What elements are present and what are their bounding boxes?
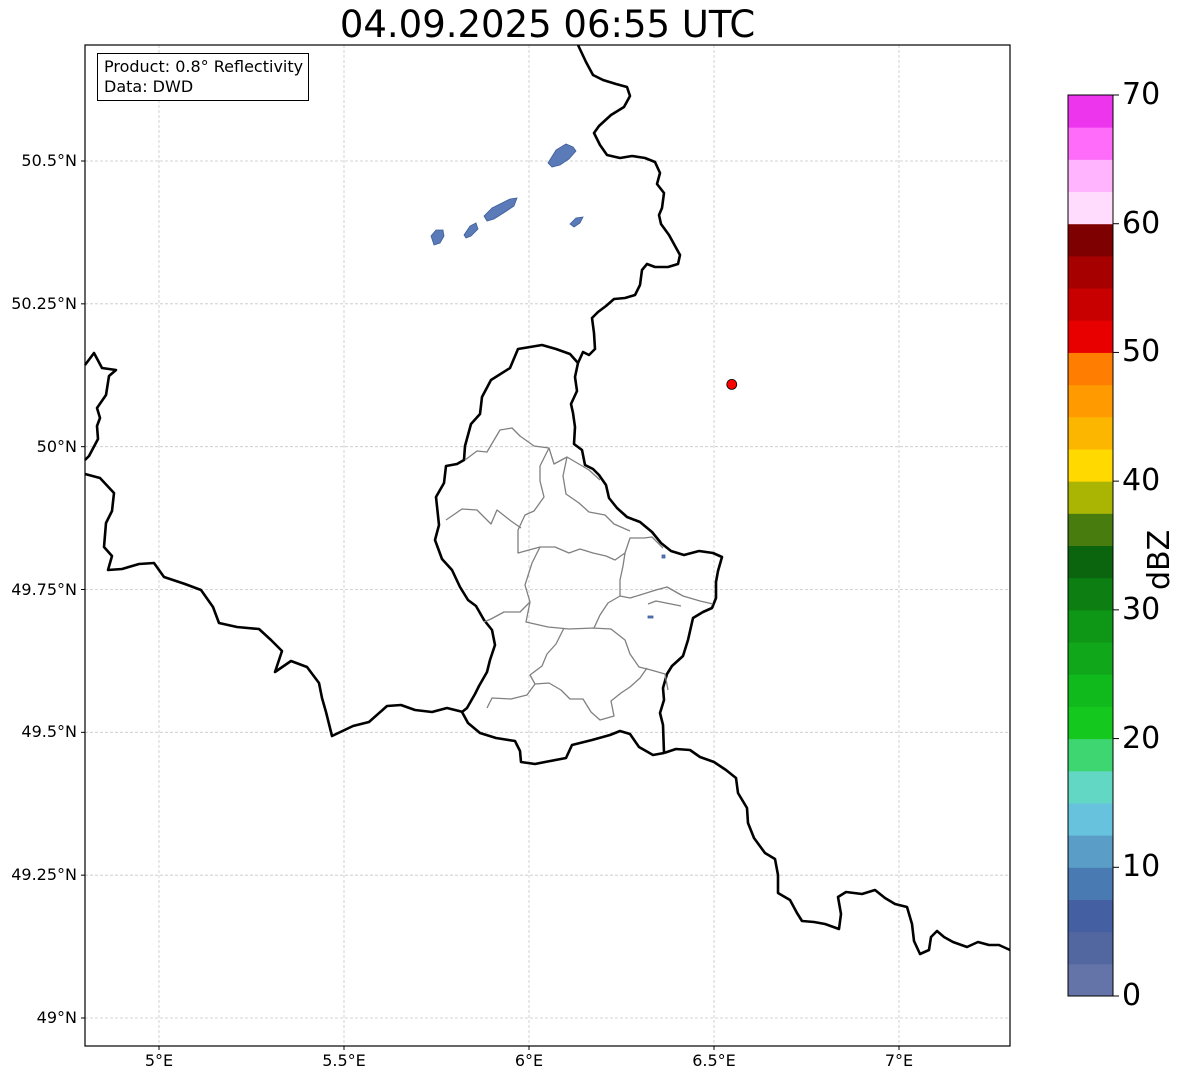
colorbar-segment xyxy=(1068,255,1113,289)
canton-border xyxy=(647,600,682,607)
radar-echoes xyxy=(430,143,666,619)
colorbar-ticks xyxy=(1113,94,1119,997)
lat-tick-label: 49.75°N xyxy=(11,579,77,599)
canton-border xyxy=(591,627,669,691)
colorbar-tick-label: 30 xyxy=(1122,591,1161,627)
colorbar-tick-label: 40 xyxy=(1122,463,1161,499)
colorbar-segment xyxy=(1068,577,1113,611)
colorbar-tick-label: 60 xyxy=(1122,205,1161,241)
lon-tick-label: 6°E xyxy=(514,1051,544,1070)
colorbar-segment xyxy=(1068,384,1113,418)
canton-border xyxy=(445,508,522,529)
radar-echo xyxy=(483,197,518,222)
lon-tick-label: 6.5°E xyxy=(692,1051,736,1070)
lat-tick-label: 50°N xyxy=(36,436,77,456)
radar-echo xyxy=(430,229,445,246)
colorbar-segment xyxy=(1068,127,1113,160)
border-belgium-germany-north xyxy=(569,44,724,754)
colorbar-segment xyxy=(1068,770,1113,804)
colorbar-segment xyxy=(1068,416,1113,450)
colorbar-segment xyxy=(1068,674,1113,707)
canton-border xyxy=(562,456,631,532)
map-frame xyxy=(84,44,1011,1047)
map-title: 04.09.2025 06:55 UTC xyxy=(339,3,756,46)
radar-echo xyxy=(547,143,577,168)
border-belgium-france xyxy=(84,472,464,738)
border-belgium-france-northwest xyxy=(83,351,118,461)
lat-tick-label: 49.25°N xyxy=(11,865,77,885)
lat-tick-label: 50.5°N xyxy=(21,151,77,170)
gridlines xyxy=(85,45,1010,1046)
lon-tick-label: 5°E xyxy=(144,1051,174,1070)
colorbar-segment xyxy=(1068,867,1113,900)
colorbar-segment xyxy=(1068,159,1113,193)
colorbar-segment xyxy=(1068,352,1113,386)
colorbar-segment xyxy=(1068,738,1113,772)
canton-border xyxy=(486,627,565,709)
map-background xyxy=(85,45,1010,1046)
colorbar-frame xyxy=(1067,94,1114,997)
lon-tick-label: 5.5°E xyxy=(322,1051,366,1070)
product-label: Product: 0.8° Reflectivity xyxy=(104,57,304,76)
product-info-box: Product: 0.8° Reflectivity Data: DWD xyxy=(97,53,310,101)
axis-ticks xyxy=(81,160,900,1050)
radar-site-marker xyxy=(726,378,738,390)
canton-border xyxy=(483,546,541,623)
canton-borders xyxy=(445,427,714,721)
colorbar-segment xyxy=(1068,931,1113,965)
radar-echo xyxy=(463,222,479,239)
colorbar-segment xyxy=(1068,191,1113,225)
colorbar-segment xyxy=(1068,609,1113,643)
colorbar-segment xyxy=(1068,320,1113,353)
border-france-south xyxy=(663,747,1011,956)
lat-tick-label: 49.5°N xyxy=(21,722,77,742)
data-source-label: Data: DWD xyxy=(104,77,194,96)
border-luxembourg-west xyxy=(433,343,665,766)
colorbar-title: dBZ xyxy=(1142,529,1177,590)
colorbar-segment xyxy=(1068,448,1113,482)
colorbar-segment xyxy=(1068,223,1113,257)
colorbar-tick-label: 0 xyxy=(1122,978,1142,1013)
country-borders xyxy=(83,44,1011,956)
colorbar-tick-label: 70 xyxy=(1122,77,1161,112)
canton-border xyxy=(619,552,626,596)
colorbar-segment xyxy=(1068,288,1113,321)
lon-tick-label: 7°E xyxy=(884,1051,914,1070)
colorbar-segment xyxy=(1068,642,1113,675)
colorbar-segment xyxy=(1068,545,1113,579)
colorbar-segment xyxy=(1068,802,1113,836)
colorbar-segment xyxy=(1068,95,1113,128)
colorbar-segment xyxy=(1068,963,1113,997)
colorbar-segment xyxy=(1068,706,1113,740)
radar-echo xyxy=(647,615,654,619)
canton-border xyxy=(534,667,648,721)
lat-tick-label: 50.25°N xyxy=(11,293,77,313)
colorbar xyxy=(1068,95,1113,997)
colorbar-segment xyxy=(1068,481,1113,514)
colorbar-segment xyxy=(1068,513,1113,546)
canton-border xyxy=(464,427,664,561)
colorbar-tick-label: 50 xyxy=(1122,334,1161,370)
lat-tick-label: 49°N xyxy=(36,1008,77,1027)
colorbar-tick-label: 20 xyxy=(1122,720,1161,756)
colorbar-segment xyxy=(1068,835,1113,868)
radar-echo xyxy=(661,554,666,559)
radar-echo xyxy=(569,216,584,228)
colorbar-tick-label: 10 xyxy=(1122,849,1161,885)
colorbar-segment xyxy=(1068,899,1113,933)
